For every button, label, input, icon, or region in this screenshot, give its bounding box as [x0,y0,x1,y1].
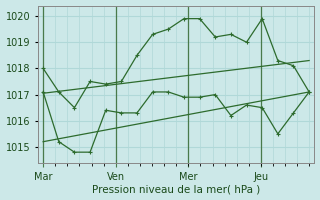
X-axis label: Pression niveau de la mer( hPa ): Pression niveau de la mer( hPa ) [92,184,260,194]
